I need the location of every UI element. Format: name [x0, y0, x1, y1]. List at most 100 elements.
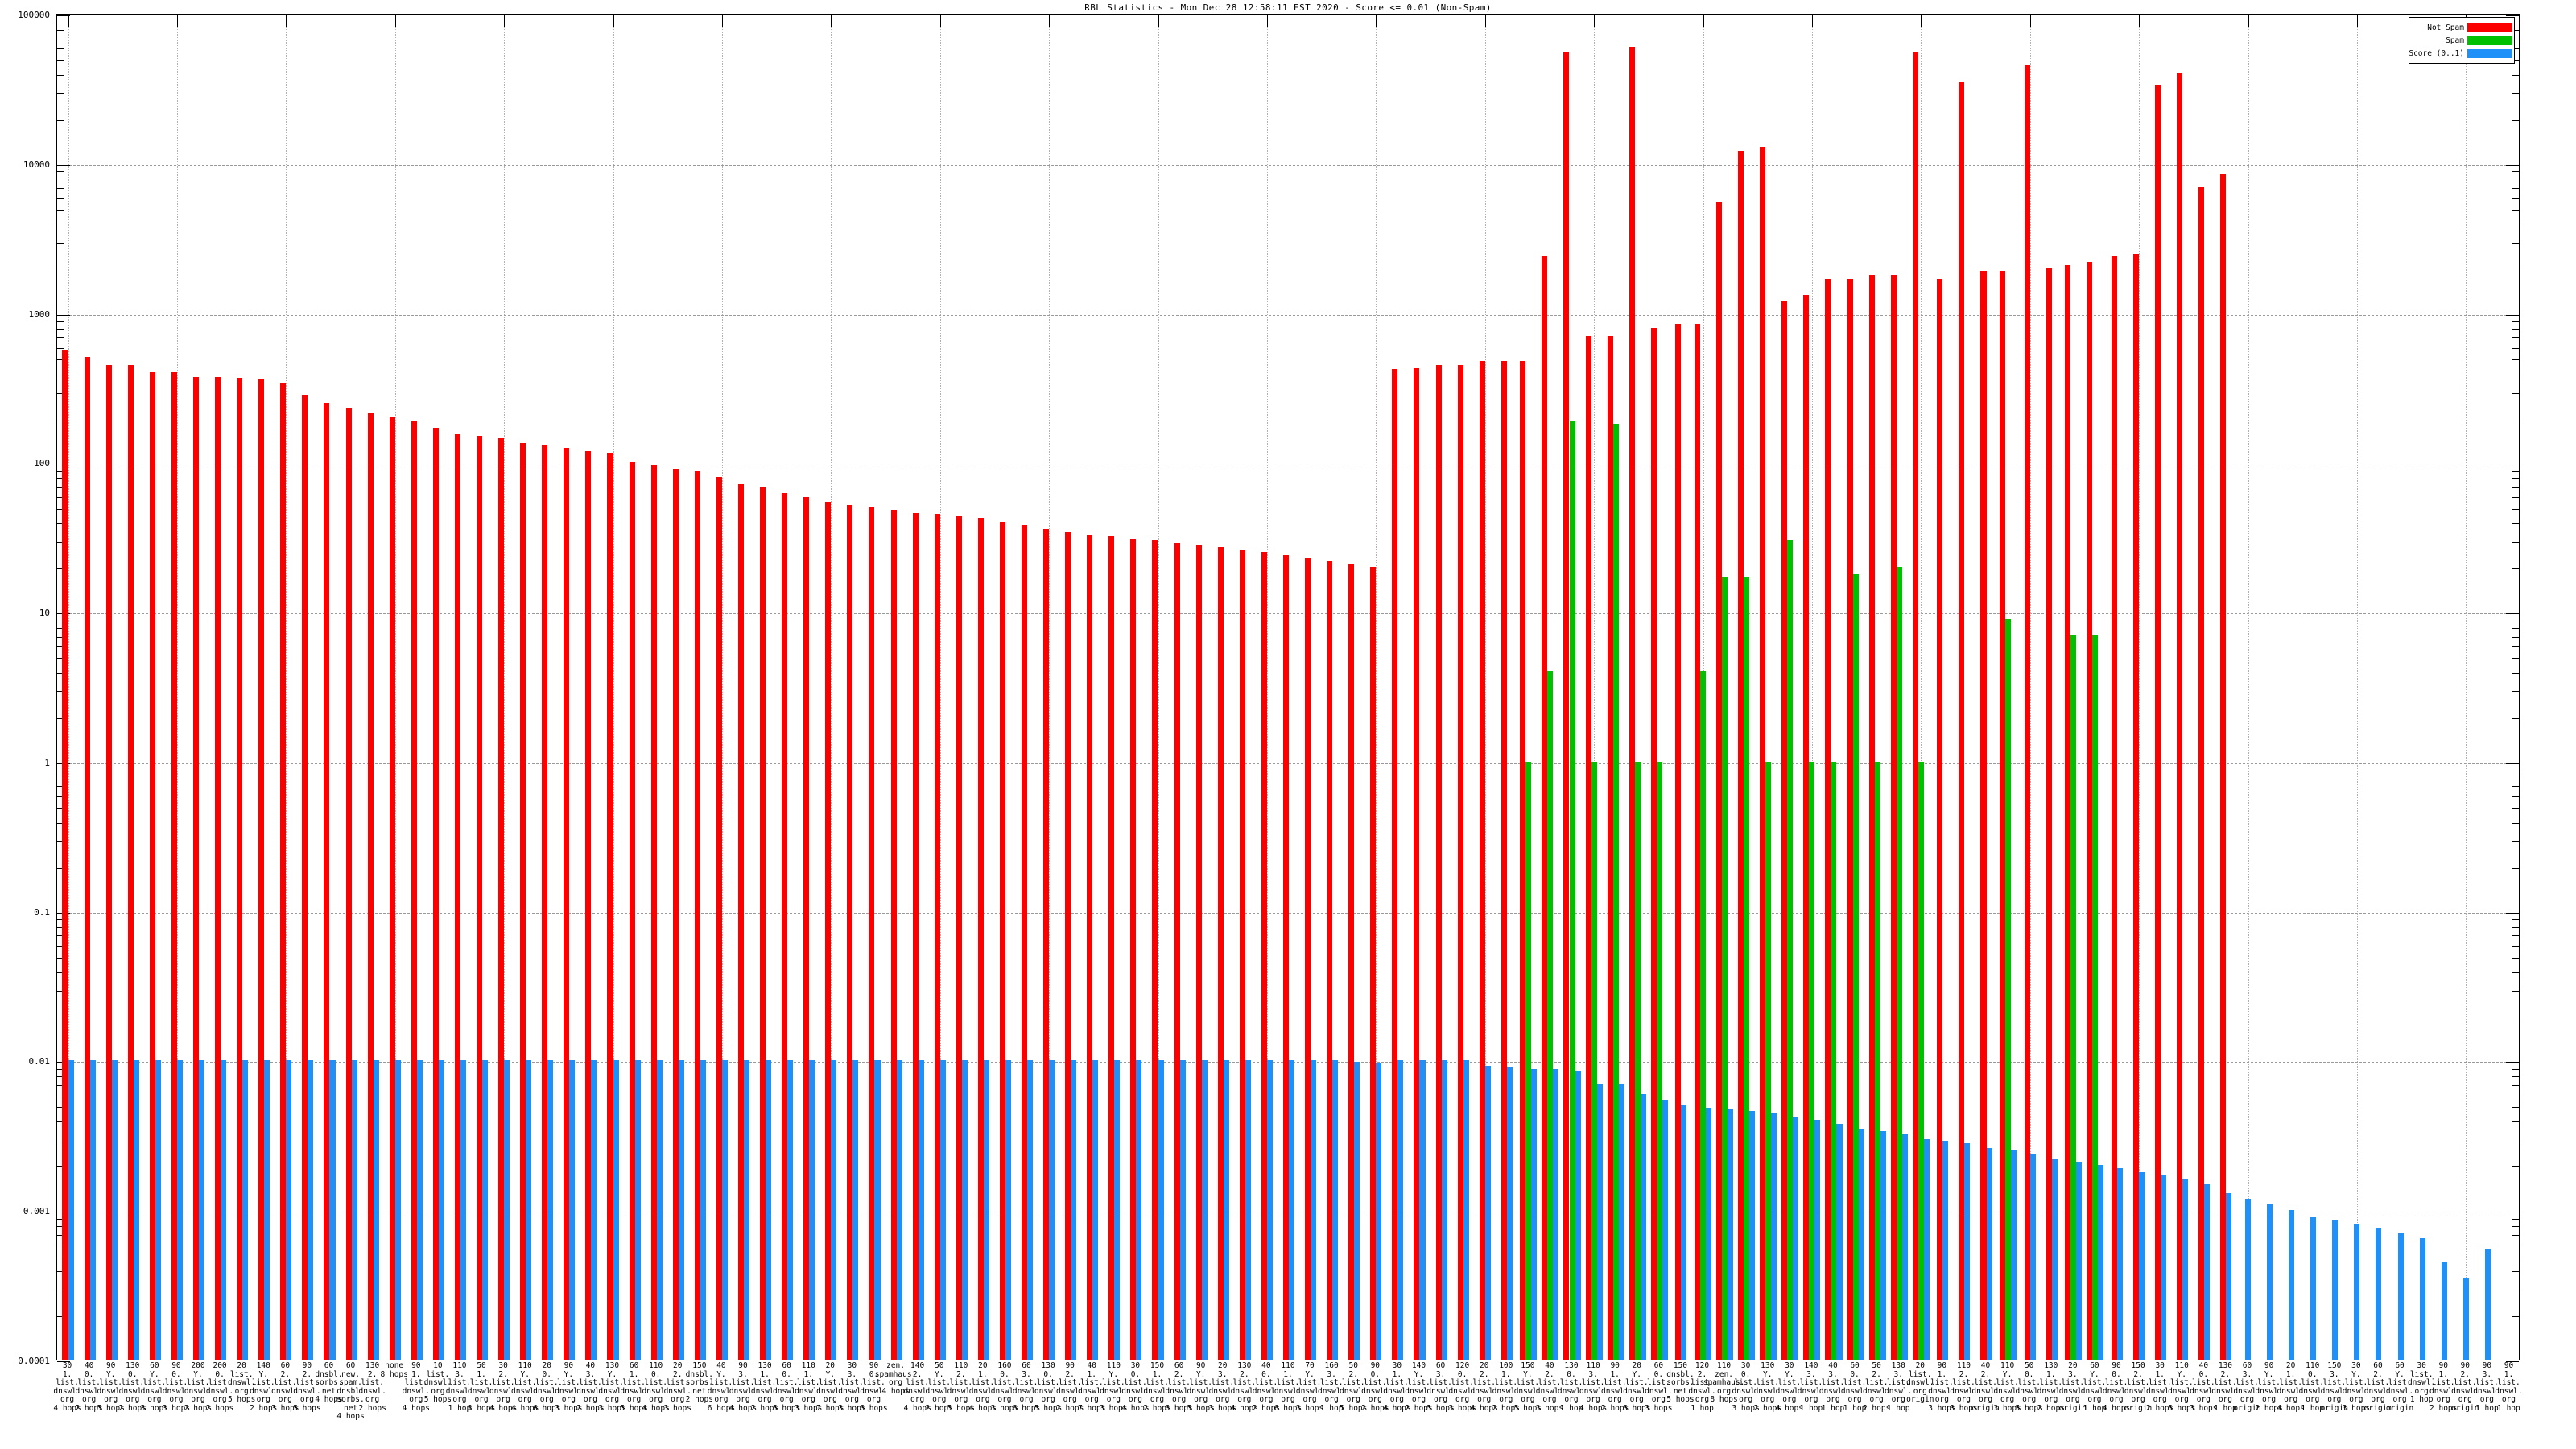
bar-not-spam[interactable] — [716, 477, 722, 1360]
bar-score[interactable] — [918, 1060, 924, 1360]
bar-not-spam[interactable] — [1065, 532, 1071, 1360]
bar-group[interactable] — [1322, 15, 1344, 1360]
bar-score[interactable] — [308, 1060, 314, 1360]
bar-group[interactable] — [711, 15, 733, 1360]
bar-score[interactable] — [1749, 1111, 1756, 1360]
bar-group[interactable] — [2499, 15, 2519, 1360]
bar-group[interactable] — [2172, 15, 2194, 1360]
bar-not-spam[interactable] — [1108, 536, 1115, 1360]
bar-group[interactable] — [2477, 15, 2499, 1360]
bar-group[interactable] — [1474, 15, 1496, 1360]
bar-score[interactable] — [2029, 1153, 2036, 1360]
bar-score[interactable] — [1049, 1060, 1055, 1360]
bar-not-spam[interactable] — [302, 395, 308, 1360]
bar-not-spam[interactable] — [1585, 336, 1591, 1360]
bar-group[interactable] — [1670, 15, 1692, 1360]
bar-not-spam[interactable] — [1738, 151, 1744, 1360]
bar-spam[interactable] — [1699, 671, 1707, 1360]
bar-not-spam[interactable] — [520, 443, 526, 1360]
bar-spam[interactable] — [1787, 540, 1794, 1360]
bar-group[interactable] — [1060, 15, 1082, 1360]
bar-score[interactable] — [1923, 1138, 1930, 1360]
bar-not-spam[interactable] — [782, 493, 788, 1360]
bar-not-spam[interactable] — [1370, 567, 1377, 1360]
bar-group[interactable] — [1344, 15, 1365, 1360]
bar-not-spam[interactable] — [1650, 327, 1657, 1360]
bar-score[interactable] — [1245, 1060, 1251, 1360]
bar-score[interactable] — [2117, 1168, 2124, 1360]
bar-spam[interactable] — [1612, 423, 1619, 1360]
bar-group[interactable] — [1300, 15, 1322, 1360]
bar-not-spam[interactable] — [1261, 552, 1267, 1360]
bar-not-spam[interactable] — [2155, 85, 2161, 1360]
bar-group[interactable] — [2346, 15, 2368, 1360]
bar-group[interactable] — [1649, 15, 1670, 1360]
bar-group[interactable] — [1932, 15, 1954, 1360]
bar-group[interactable] — [1430, 15, 1452, 1360]
bar-spam[interactable] — [1744, 577, 1750, 1360]
bar-not-spam[interactable] — [2024, 65, 2030, 1360]
bar-spam[interactable] — [1852, 573, 1859, 1360]
bar-not-spam[interactable] — [1890, 275, 1897, 1360]
bar-group[interactable] — [1278, 15, 1299, 1360]
bar-score[interactable] — [2376, 1228, 2382, 1360]
bar-group[interactable] — [886, 15, 907, 1360]
bar-not-spam[interactable] — [1305, 557, 1311, 1360]
bar-score[interactable] — [1640, 1093, 1646, 1360]
bar-group[interactable] — [1409, 15, 1430, 1360]
bar-score[interactable] — [221, 1060, 227, 1360]
bar-score[interactable] — [678, 1060, 684, 1360]
bar-not-spam[interactable] — [1912, 51, 1918, 1360]
bar-not-spam[interactable] — [1043, 528, 1050, 1360]
bar-score[interactable] — [2289, 1210, 2295, 1360]
bar-spam[interactable] — [1634, 761, 1641, 1360]
bar-score[interactable] — [2244, 1198, 2251, 1360]
bar-group[interactable] — [1517, 15, 1539, 1360]
bar-not-spam[interactable] — [411, 420, 417, 1360]
bar-group[interactable] — [362, 15, 384, 1360]
bar-group[interactable] — [406, 15, 427, 1360]
bar-not-spam[interactable] — [1563, 52, 1570, 1360]
bar-group[interactable] — [1452, 15, 1474, 1360]
bar-not-spam[interactable] — [1479, 361, 1485, 1360]
bar-group[interactable] — [188, 15, 209, 1360]
bar-not-spam[interactable] — [237, 377, 243, 1360]
bar-score[interactable] — [1531, 1068, 1538, 1360]
bar-not-spam[interactable] — [1087, 534, 1093, 1360]
bar-score[interactable] — [1441, 1060, 1447, 1360]
bar-score[interactable] — [373, 1060, 379, 1360]
bar-score[interactable] — [1942, 1141, 1949, 1360]
bar-score[interactable] — [1332, 1060, 1339, 1360]
bar-group[interactable] — [2390, 15, 2412, 1360]
bar-not-spam[interactable] — [2111, 255, 2117, 1360]
bar-score[interactable] — [438, 1060, 444, 1360]
bar-not-spam[interactable] — [825, 501, 832, 1360]
bar-group[interactable] — [79, 15, 101, 1360]
bar-group[interactable] — [2259, 15, 2281, 1360]
bar-group[interactable] — [602, 15, 624, 1360]
bar-score[interactable] — [1575, 1071, 1581, 1360]
bar-group[interactable] — [144, 15, 166, 1360]
bar-group[interactable] — [1539, 15, 1561, 1360]
bar-not-spam[interactable] — [1174, 543, 1180, 1360]
bar-score[interactable] — [1288, 1060, 1295, 1360]
bar-not-spam[interactable] — [432, 427, 439, 1360]
bar-not-spam[interactable] — [1348, 564, 1355, 1360]
bar-group[interactable] — [689, 15, 711, 1360]
bar-not-spam[interactable] — [2046, 267, 2052, 1360]
bar-score[interactable] — [2051, 1158, 2058, 1360]
bar-score[interactable] — [264, 1060, 270, 1360]
bar-group[interactable] — [341, 15, 362, 1360]
bar-score[interactable] — [416, 1060, 423, 1360]
bar-score[interactable] — [1596, 1084, 1603, 1360]
bar-group[interactable] — [2194, 15, 2215, 1360]
bar-score[interactable] — [852, 1060, 859, 1360]
bar-not-spam[interactable] — [1781, 300, 1788, 1360]
bar-score[interactable] — [2011, 1150, 2017, 1360]
bar-not-spam[interactable] — [192, 376, 199, 1360]
bar-not-spam[interactable] — [1803, 295, 1810, 1360]
bar-group[interactable] — [2215, 15, 2237, 1360]
bar-group[interactable] — [842, 15, 864, 1360]
bar-not-spam[interactable] — [1980, 270, 1987, 1360]
bar-group[interactable] — [1867, 15, 1889, 1360]
